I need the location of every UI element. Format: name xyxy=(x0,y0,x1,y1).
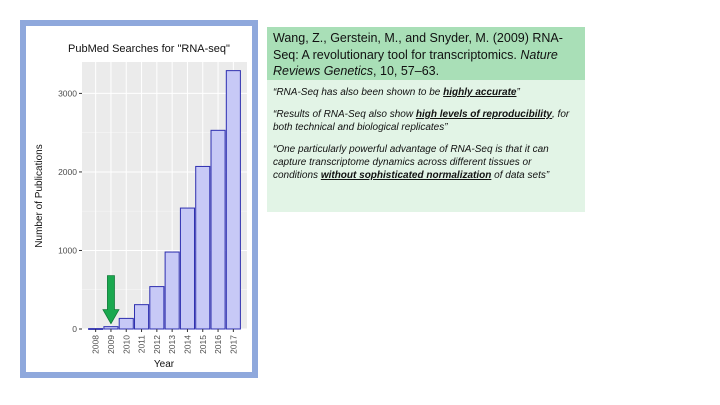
quote-text: “RNA-Seq has also been shown to be xyxy=(273,87,444,98)
chart-frame: PubMed Searches for "RNA-seq" 0 1000 2000 3… xyxy=(20,20,258,378)
quote-text: of data sets” xyxy=(491,170,550,181)
x-tick-label: 2011 xyxy=(137,335,147,354)
quote-2: “Results of RNA-Seq also show high level… xyxy=(273,108,579,134)
y-tick-label: 1000 xyxy=(58,245,77,255)
x-tick-label: 2012 xyxy=(152,335,162,354)
quote-1: “RNA-Seq has also been shown to be highl… xyxy=(273,86,579,99)
quotes-box: “RNA-Seq has also been shown to be highl… xyxy=(267,80,585,212)
y-tick-label: 3000 xyxy=(58,88,77,98)
x-tick-label: 2014 xyxy=(182,335,192,354)
bar-2017 xyxy=(225,70,241,330)
citation-volume: , 10, 57–63. xyxy=(373,64,440,78)
x-tick-label: 2015 xyxy=(198,335,208,354)
x-tick-label: 2010 xyxy=(121,335,131,354)
arrow-down-icon xyxy=(102,275,120,325)
bar-2011 xyxy=(134,304,150,330)
chart-panel: PubMed Searches for "RNA-seq" 0 1000 2000 3… xyxy=(26,26,252,372)
quote-emphasis: high levels of reproducibility xyxy=(415,109,552,120)
y-axis-label: Number of Publications xyxy=(34,144,45,247)
x-tick-label: 2009 xyxy=(106,335,116,354)
bar-2010 xyxy=(118,317,134,330)
x-tick-label: 2016 xyxy=(213,335,223,354)
quote-text: ” xyxy=(516,87,520,98)
quote-3: “One particularly powerful advantage of … xyxy=(273,143,579,182)
quote-text: “Results of RNA-Seq also show xyxy=(273,109,416,120)
citation-box: Wang, Z., Gerstein, M., and Snyder, M. (… xyxy=(267,27,585,80)
bar-chart: PubMed Searches for "RNA-seq" 0 1000 2000 3… xyxy=(34,43,247,370)
bar-2016 xyxy=(210,129,226,330)
bar-2012 xyxy=(149,286,165,330)
annotation-arrow xyxy=(102,275,120,325)
quote-emphasis: without sophisticated normalization xyxy=(320,170,492,181)
x-tick-label: 2013 xyxy=(167,335,177,354)
citation-journal: Nature Reviews Genetics xyxy=(273,47,558,79)
y-axis: 0 1000 2000 3000 xyxy=(58,88,82,334)
chart-title: PubMed Searches for "RNA-seq" xyxy=(68,43,230,55)
x-axis: 2008 2009 2010 2011 2012 2013 2014 2015 2016 2017 xyxy=(91,329,238,354)
bar-2013 xyxy=(164,251,180,330)
x-tick-label: 2017 xyxy=(228,335,238,354)
y-tick-label: 2000 xyxy=(58,167,77,177)
bar-2015 xyxy=(195,165,211,330)
bar-2009 xyxy=(103,326,119,330)
x-tick-label: 2008 xyxy=(91,335,101,354)
quote-emphasis: highly accurate xyxy=(443,87,517,98)
y-tick-label: 0 xyxy=(72,324,77,334)
quote-text: , for both technical and biological repl… xyxy=(273,109,570,133)
bar-2014 xyxy=(179,207,195,330)
quote-text: “One particularly powerful advantage of … xyxy=(273,144,549,181)
bars xyxy=(88,70,241,330)
x-axis-label: Year xyxy=(154,359,175,370)
citation-text: Wang, Z., Gerstein, M., and Snyder, M. (… xyxy=(273,31,563,62)
